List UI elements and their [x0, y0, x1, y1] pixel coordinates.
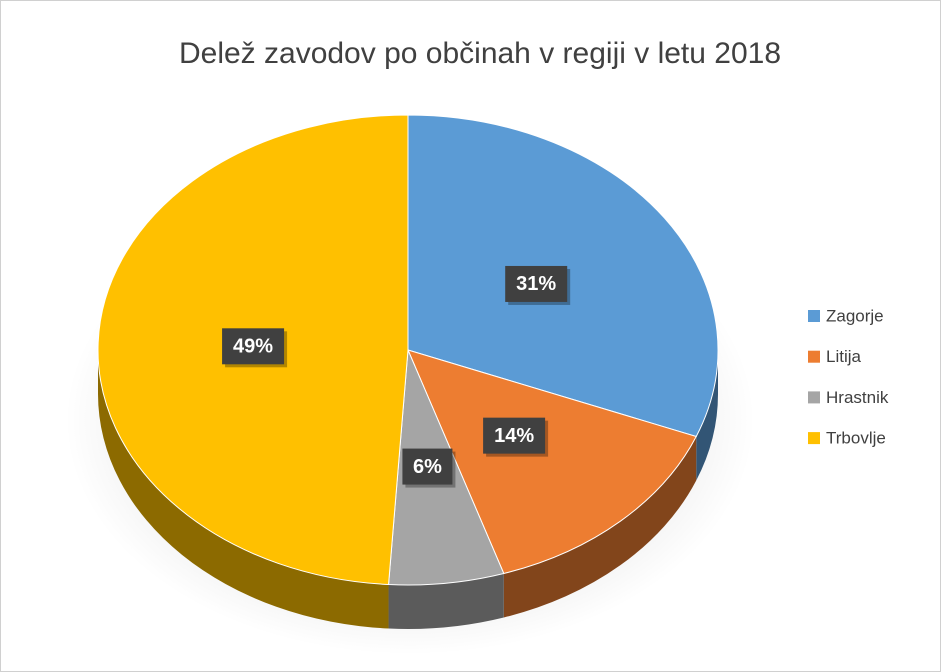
slice-side [98, 350, 389, 629]
data-label-box [483, 417, 546, 454]
data-label-box [222, 328, 285, 365]
data-label: 31% [516, 273, 556, 295]
legend-swatch [808, 391, 820, 404]
legend-label: Trbovlje [826, 429, 886, 448]
legend-label: Litija [826, 347, 862, 366]
slice-side [503, 436, 697, 618]
data-label-box [505, 265, 568, 302]
legend-swatch [808, 310, 820, 322]
slice-side [388, 573, 504, 629]
chart-title: Delež zavodov po občinah v regiji v letu… [179, 37, 781, 70]
data-label-box [402, 448, 453, 485]
legend-label: Hrastnik [826, 388, 889, 407]
data-label: 49% [233, 336, 273, 358]
legend-label: Zagorje [826, 306, 884, 325]
slice-side [696, 350, 718, 481]
legend-swatch [808, 432, 820, 445]
data-label: 6% [413, 456, 442, 478]
legend-swatch [808, 350, 820, 363]
data-label: 14% [494, 425, 534, 447]
